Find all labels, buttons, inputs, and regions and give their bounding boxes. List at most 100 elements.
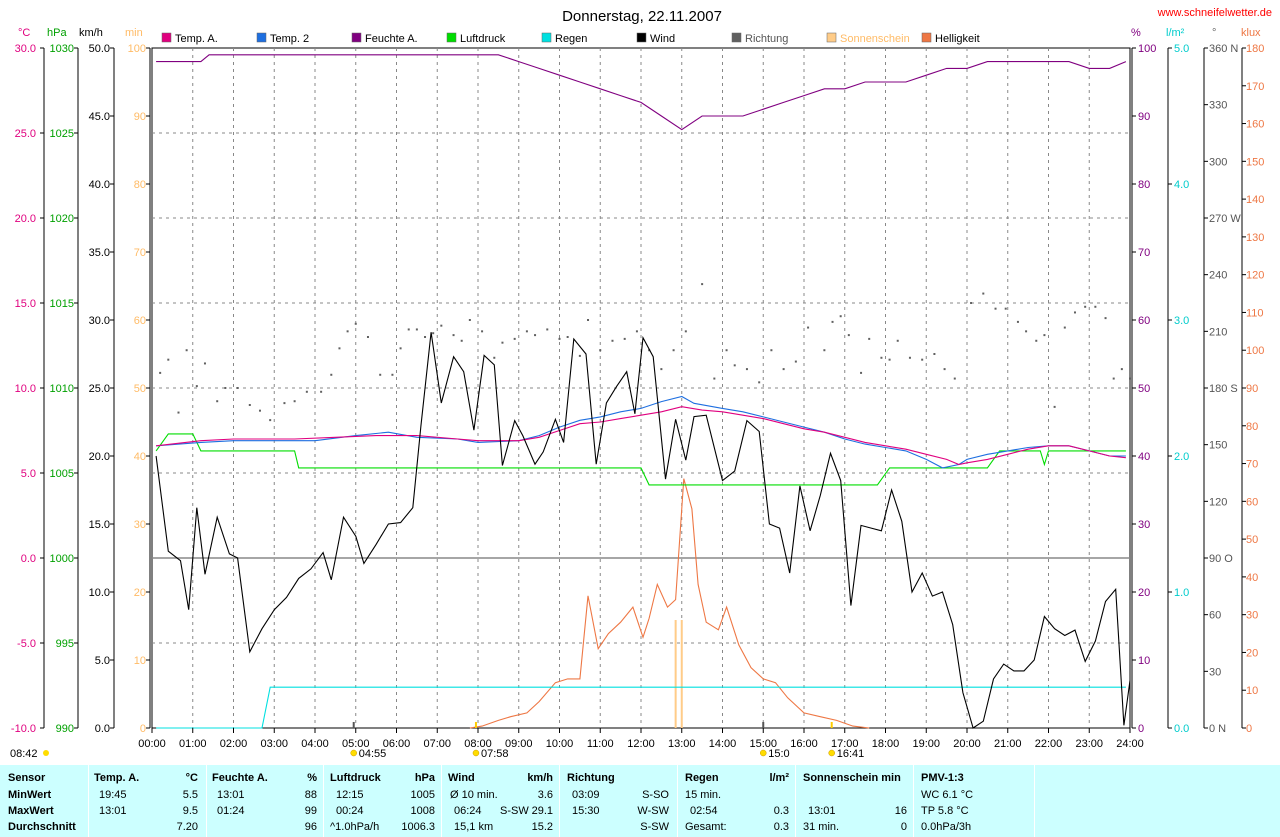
stats-direction-min-time: 03:09 [572, 789, 600, 801]
x-tick-label-2: 02:00 [220, 738, 248, 750]
legend-swatch-7 [826, 32, 837, 43]
stats-pressure-unit: hPa [414, 772, 435, 784]
direction-point [415, 328, 418, 331]
stats-direction-header: Richtung [567, 772, 615, 784]
axis-pressure-label-6: 1000 [50, 553, 74, 565]
legend-swatch-4 [541, 32, 552, 43]
x-tick-label-19: 19:00 [912, 738, 940, 750]
x-tick-label-6: 06:00 [383, 738, 411, 750]
direction-point [167, 358, 170, 361]
direction-point [305, 390, 308, 393]
direction-point [501, 341, 504, 344]
axis-direction-label-4: 240 [1209, 270, 1227, 282]
axis-wind-label-3: 35.0 [89, 247, 110, 259]
stats-humidity-header: Feuchte A. [212, 772, 268, 784]
x-tick-label-4: 04:00 [301, 738, 329, 750]
legend-label-1: Temp. 2 [270, 33, 309, 45]
axis-direction-label-10: 60 [1209, 610, 1221, 622]
axis-wind-label-6: 20.0 [89, 451, 110, 463]
direction-point [566, 336, 569, 338]
axis-sun-label-10: 0 [140, 723, 146, 735]
series-richtung [159, 283, 1131, 422]
axis-rain-label-0: 5.0 [1174, 43, 1189, 55]
axis-temp-label-8: -10.0 [11, 723, 36, 735]
axis-direction-label-9: 90 O [1209, 553, 1233, 565]
x-tick-label-14: 14:00 [709, 738, 737, 750]
axis-pressure-label-4: 1010 [50, 383, 74, 395]
direction-point [921, 358, 924, 361]
direction-point [623, 337, 626, 340]
unit-lux: klux [1241, 27, 1261, 39]
x-tick-label-8: 08:00 [464, 738, 492, 750]
direction-point [195, 385, 198, 388]
direction-point [177, 411, 180, 414]
direction-point [481, 330, 484, 333]
axis-temp-label-7: -5.0 [17, 638, 36, 650]
axis-lux-label-0: 180 [1246, 43, 1264, 55]
axis-direction-label-3: 270 W [1209, 213, 1241, 225]
stats-wind-unit: km/h [527, 772, 553, 784]
direction-point [468, 319, 471, 321]
stats-rain: Regen l/m² 15 min. 02:54 0.3 Gesamt: 0.3 [678, 765, 795, 837]
x-tick-label-9: 09:00 [505, 738, 533, 750]
axis-temp-label-5: 5.0 [21, 468, 36, 480]
direction-point [770, 349, 773, 352]
legend-label-6: Richtung [745, 33, 788, 45]
direction-point [745, 368, 748, 371]
axis-lux-label-11: 70 [1246, 459, 1258, 471]
legend-label-0: Temp. A. [175, 33, 218, 45]
stats-pressure-header: Luftdruck [330, 772, 381, 784]
series-luftdruck-line [155, 433, 1126, 486]
direction-point [660, 368, 663, 371]
axis-lux-label-9: 90 [1246, 383, 1258, 395]
axis-humidity-label-10: 0 [1138, 723, 1144, 735]
direction-point [185, 349, 188, 352]
stats-temp-max-time: 13:01 [99, 805, 127, 817]
axis-rain-label-3: 2.0 [1174, 451, 1189, 463]
axis-lux-label-7: 110 [1246, 307, 1264, 319]
axis-humidity-label-8: 20 [1138, 587, 1150, 599]
stats-pmv-header: PMV-1:3 [921, 772, 964, 784]
legend-label-4: Regen [555, 33, 587, 45]
axis-pressure-label-8: 990 [56, 723, 74, 735]
stats-direction-max-time: 15:30 [572, 805, 600, 817]
direction-point [896, 339, 899, 342]
axis-direction-label-6: 180 S [1209, 383, 1238, 395]
sunset-label: 16:41 [837, 748, 865, 760]
stats-rain-total: 0.3 [773, 821, 789, 833]
axis-humidity-label-1: 90 [1138, 111, 1150, 123]
legend-label-3: Luftdruck [460, 33, 506, 45]
direction-point [672, 349, 675, 352]
direction-point [1004, 307, 1007, 310]
stats-direction-avg: S-SW [640, 821, 669, 833]
axis-direction-label-2: 300 [1209, 156, 1227, 168]
moonrise-label: 04:55 [359, 748, 387, 760]
direction-point [391, 373, 394, 376]
stats-pressure-min: 1005 [410, 789, 435, 801]
legend-swatch-5 [636, 32, 647, 43]
website-label: www.schneifelwetter.de [1157, 7, 1272, 19]
moonrise-icon [350, 749, 357, 757]
chart-grid [152, 48, 1130, 728]
direction-point [159, 371, 162, 374]
stats-wind-min: 3.6 [537, 789, 553, 801]
axis-lux-label-8: 100 [1246, 345, 1264, 357]
axis-wind-label-2: 40.0 [89, 179, 110, 191]
unit-direction: ° [1212, 27, 1216, 39]
sunrise-icon [43, 750, 49, 756]
x-tick-label-12: 12:00 [627, 738, 655, 750]
x-tick-label-3: 03:00 [260, 738, 288, 750]
direction-point [366, 336, 369, 338]
axis-rain-label-4: 1.0 [1174, 587, 1189, 599]
x-tick-label-16: 16:00 [790, 738, 818, 750]
stats-rain-interval: 15 min. [685, 789, 722, 801]
axis-lux-label-17: 10 [1246, 685, 1258, 697]
stats-pmv-tp: TP 5.8 °C [921, 805, 969, 817]
axis-temp-label-1: 25.0 [15, 128, 36, 140]
direction-point [733, 364, 736, 367]
stats-rain-unit: l/m² [769, 772, 789, 784]
direction-point [269, 419, 272, 422]
axis-pressure-label-1: 1025 [50, 128, 74, 140]
stats-sunshine: Sonnenschein min 13:01 16 31 min. 0 [796, 765, 913, 837]
axis-lux-label-1: 170 [1246, 81, 1264, 93]
